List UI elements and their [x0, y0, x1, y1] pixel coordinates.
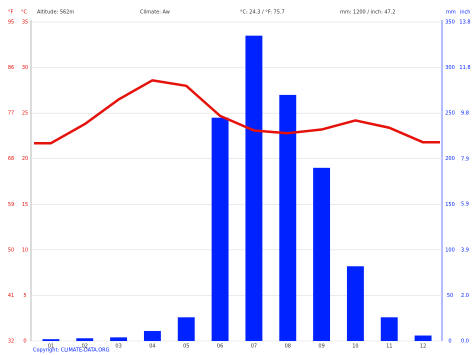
x-tick-label: 07: [251, 344, 257, 350]
altitude: Altitude: 562m: [37, 10, 74, 16]
c-tick-label: 0: [23, 339, 26, 345]
x-tick-label: 03: [115, 344, 121, 350]
f-tick-label: 41: [8, 293, 14, 299]
f-tick-label: 59: [8, 202, 14, 208]
f-tick-label: 68: [8, 156, 14, 162]
mm-unit: mm: [446, 10, 456, 16]
x-tick-label: 11: [386, 344, 392, 350]
c-unit: °C: [21, 10, 28, 16]
inch-tick-label: 0.0: [461, 339, 469, 345]
x-tick-label: 09: [318, 344, 324, 350]
f-tick-label: 77: [8, 111, 14, 117]
precipitation-bar: [313, 167, 331, 341]
precipitation-bar: [211, 117, 229, 341]
x-tick-label: 02: [82, 344, 88, 350]
inch-tick-label: 3.9: [461, 247, 469, 253]
inch-unit: inch: [460, 10, 470, 16]
precipitation-bar: [76, 338, 94, 341]
inch-tick-label: 13.8: [459, 20, 470, 26]
precipitation-bar: [279, 94, 297, 342]
x-tick-label: 01: [48, 344, 54, 350]
mm-tick-label: 300: [445, 65, 455, 71]
precipitation-bar: [143, 330, 161, 341]
copyright: Copyright: CLIMATE-DATA.ORG: [33, 348, 110, 354]
precipitation-bar: [346, 266, 364, 341]
mm-tick-label: 200: [445, 156, 455, 162]
f-tick-label: 95: [8, 20, 14, 26]
precipitation-bar: [245, 35, 263, 342]
temperature-line: [34, 79, 440, 145]
f-tick-label: 32: [8, 339, 14, 345]
c-tick-label: 10: [22, 247, 28, 253]
mm-tick-label: 50: [447, 293, 453, 299]
c-tick-label: 35: [22, 20, 28, 26]
f-unit: °F: [8, 10, 14, 16]
precipitation-bar: [110, 337, 128, 341]
inch-tick-label: 11.8: [459, 65, 470, 71]
c-tick-label: 30: [22, 65, 28, 71]
c-tick-label: 20: [22, 156, 28, 162]
climate: Climate: Aw: [140, 10, 170, 16]
inch-tick-label: 2.0: [461, 293, 469, 299]
x-tick-label: 10: [352, 344, 358, 350]
mm-tick-label: 350: [445, 20, 455, 26]
mm-tick-label: 250: [445, 111, 455, 117]
x-tick-label: 12: [420, 344, 426, 350]
c-tick-label: 5: [23, 293, 26, 299]
precipitation-bar: [414, 335, 432, 341]
x-tick-label: 06: [217, 344, 223, 350]
x-tick-label: 04: [149, 344, 155, 350]
c-tick-label: 15: [22, 202, 28, 208]
precipitation-bar: [177, 317, 195, 341]
precipitation-bar: [42, 339, 60, 341]
f-tick-label: 86: [8, 65, 14, 71]
mm-tick-label: 150: [445, 202, 455, 208]
inch-tick-label: 5.9: [461, 202, 469, 208]
inch-tick-label: 9.8: [461, 111, 469, 117]
mm-tick-label: 0: [448, 339, 451, 345]
inch-tick-label: 7.9: [461, 156, 469, 162]
f-tick-label: 50: [8, 247, 14, 253]
precipitation-bar: [380, 317, 398, 341]
mm-tick-label: 100: [445, 247, 455, 253]
temperature-summary: °C: 24.3 / °F: 75.7: [240, 10, 285, 16]
x-tick-label: 08: [285, 344, 291, 350]
c-tick-label: 25: [22, 111, 28, 117]
precipitation-summary: mm: 1200 / inch: 47.2: [340, 10, 396, 16]
x-tick-label: 05: [183, 344, 189, 350]
